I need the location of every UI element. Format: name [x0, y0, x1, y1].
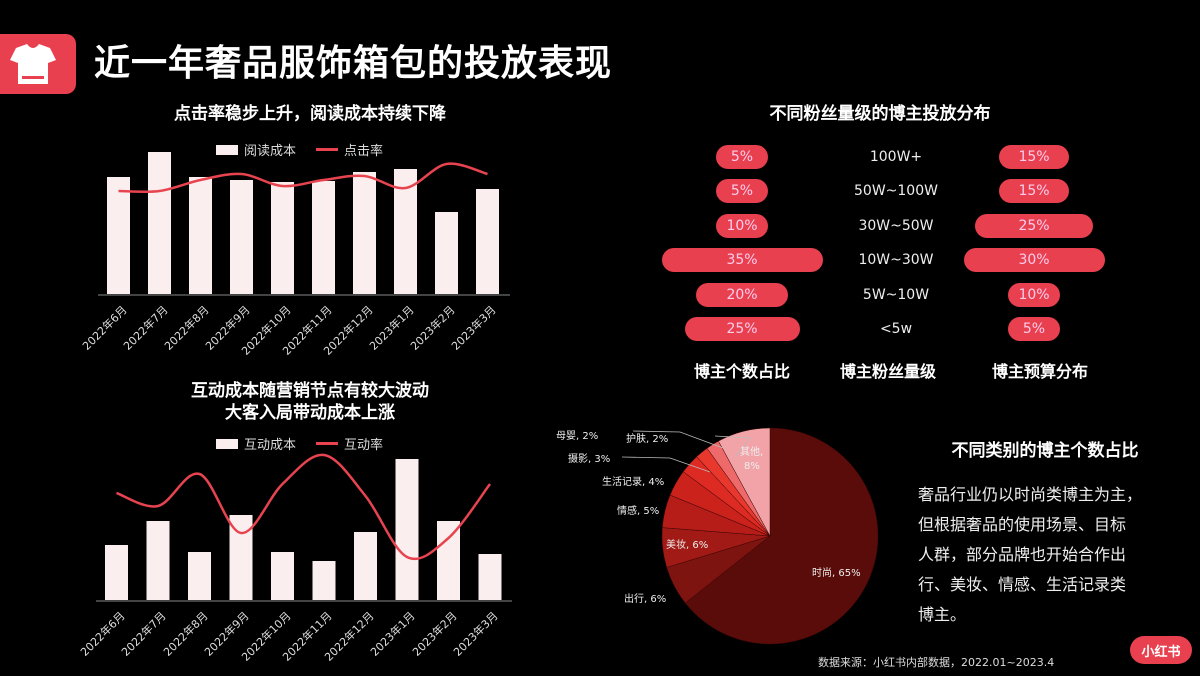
count-pill: 20%	[696, 283, 788, 307]
budget-pill: 10%	[1008, 283, 1060, 307]
bar	[435, 212, 458, 294]
pie-slice	[718, 427, 771, 537]
bar	[230, 180, 253, 294]
bar	[353, 172, 376, 294]
bar	[105, 545, 128, 600]
pie-label-travel: 出行, 6%	[624, 594, 667, 605]
budget-column-label: 博主预算分布	[991, 362, 1088, 381]
interaction-rate-chart	[96, 453, 512, 602]
pie-label-baby: 母婴, 2%	[556, 431, 599, 442]
tshirt-icon	[10, 44, 56, 84]
legend-bar-swatch	[216, 438, 238, 449]
legend-line-swatch	[316, 442, 339, 445]
budget-pill: 15%	[998, 145, 1070, 169]
click-rate-chart	[98, 152, 510, 296]
budget-pill: 25%	[975, 214, 1093, 238]
description-line: 行、美妆、情感、生活记录类	[918, 575, 1127, 594]
bar	[271, 182, 294, 294]
description-line: 但根据奢品的使用场景、目标	[918, 515, 1127, 534]
pie-label-other-value: 8%	[744, 461, 760, 472]
click-chart-title: 点击率稳步上升，阅读成本持续下降	[174, 104, 446, 124]
brand-logo: 小红书	[1130, 636, 1192, 664]
description-line: 人群，部分品牌也开始合作出	[918, 545, 1127, 564]
legend-line-swatch	[316, 148, 339, 151]
budget-pill: 30%	[963, 248, 1105, 272]
tier-label: 30W~50W	[858, 218, 934, 234]
data-source: 数据来源：小红书内部数据，2022.01~2023.4	[818, 656, 1055, 669]
tier-label: 100W+	[869, 149, 923, 165]
bar	[189, 177, 212, 294]
interaction-title-line-1: 互动成本随营销节点有较大波动	[191, 381, 429, 401]
pie-label-fashion: 时尚, 65%	[812, 568, 861, 579]
count-pill: 5%	[716, 179, 768, 203]
tier-column-label: 博主粉丝量级	[839, 362, 936, 381]
bar	[478, 554, 502, 600]
interaction-chart-legend: 互动成本 互动率	[216, 434, 383, 453]
bar	[148, 152, 171, 294]
count-column-label: 博主个数占比	[693, 362, 790, 381]
pie-label-life: 生活记录, 4%	[602, 477, 665, 488]
category-pie-chart	[621, 427, 879, 645]
tier-label: 5W~10W	[862, 287, 930, 303]
legend-bar-label: 互动成本	[244, 438, 297, 453]
bar	[394, 169, 417, 294]
bar	[437, 521, 460, 600]
count-pill: 35%	[661, 248, 823, 272]
bar	[107, 177, 130, 294]
legend-bar-swatch	[216, 144, 238, 155]
count-pill: 25%	[684, 317, 800, 341]
legend-bar-label: 阅读成本	[244, 144, 297, 159]
click-chart-legend: 阅读成本 点击率	[216, 140, 383, 159]
bar	[476, 189, 499, 294]
bar	[188, 552, 211, 600]
tier-label: 50W~100W	[854, 183, 938, 199]
bar	[229, 515, 253, 600]
pie-label-beauty: 美妆, 6%	[666, 540, 709, 551]
tier-chart-title: 不同粉丝量级的博主投放分布	[769, 104, 991, 124]
count-pill: 10%	[716, 214, 768, 238]
category-description: 奢品行业仍以时尚类博主为主， 但根据奢品的使用场景、目标 人群，部分品牌也开始合…	[918, 480, 1173, 630]
bar	[271, 552, 294, 600]
category-logo	[0, 34, 76, 94]
pie-label-photo: 摄影, 3%	[568, 454, 611, 465]
bar	[312, 561, 336, 600]
interaction-title-line-2: 大客入局带动成本上涨	[225, 403, 395, 423]
interaction-chart-title: 互动成本随营销节点有较大波动 大客入局带动成本上涨	[100, 380, 520, 424]
tier-label: 10W~30W	[858, 252, 934, 268]
category-description-title: 不同类别的博主个数占比	[951, 441, 1139, 461]
bar	[395, 459, 419, 600]
legend-line-label: 互动率	[344, 438, 384, 453]
page-title: 近一年奢品服饰箱包的投放表现	[94, 43, 613, 84]
budget-pill: 5%	[1008, 317, 1060, 341]
count-pill: 5%	[716, 145, 768, 169]
bar	[312, 181, 335, 294]
legend-line-label: 点击率	[344, 144, 384, 159]
description-line: 博主。	[918, 605, 967, 624]
budget-pill: 15%	[998, 179, 1070, 203]
description-line: 奢品行业仍以时尚类博主为主，	[918, 485, 1143, 504]
tier-label: <5w	[879, 321, 913, 337]
pie-slice	[684, 427, 879, 645]
pie-label-other: 其他,	[740, 447, 764, 458]
bar	[146, 521, 170, 600]
pie-label-emotion: 情感, 5%	[617, 506, 660, 517]
pie-label-skin: 护肤, 2%	[626, 434, 669, 445]
bar	[354, 532, 377, 600]
